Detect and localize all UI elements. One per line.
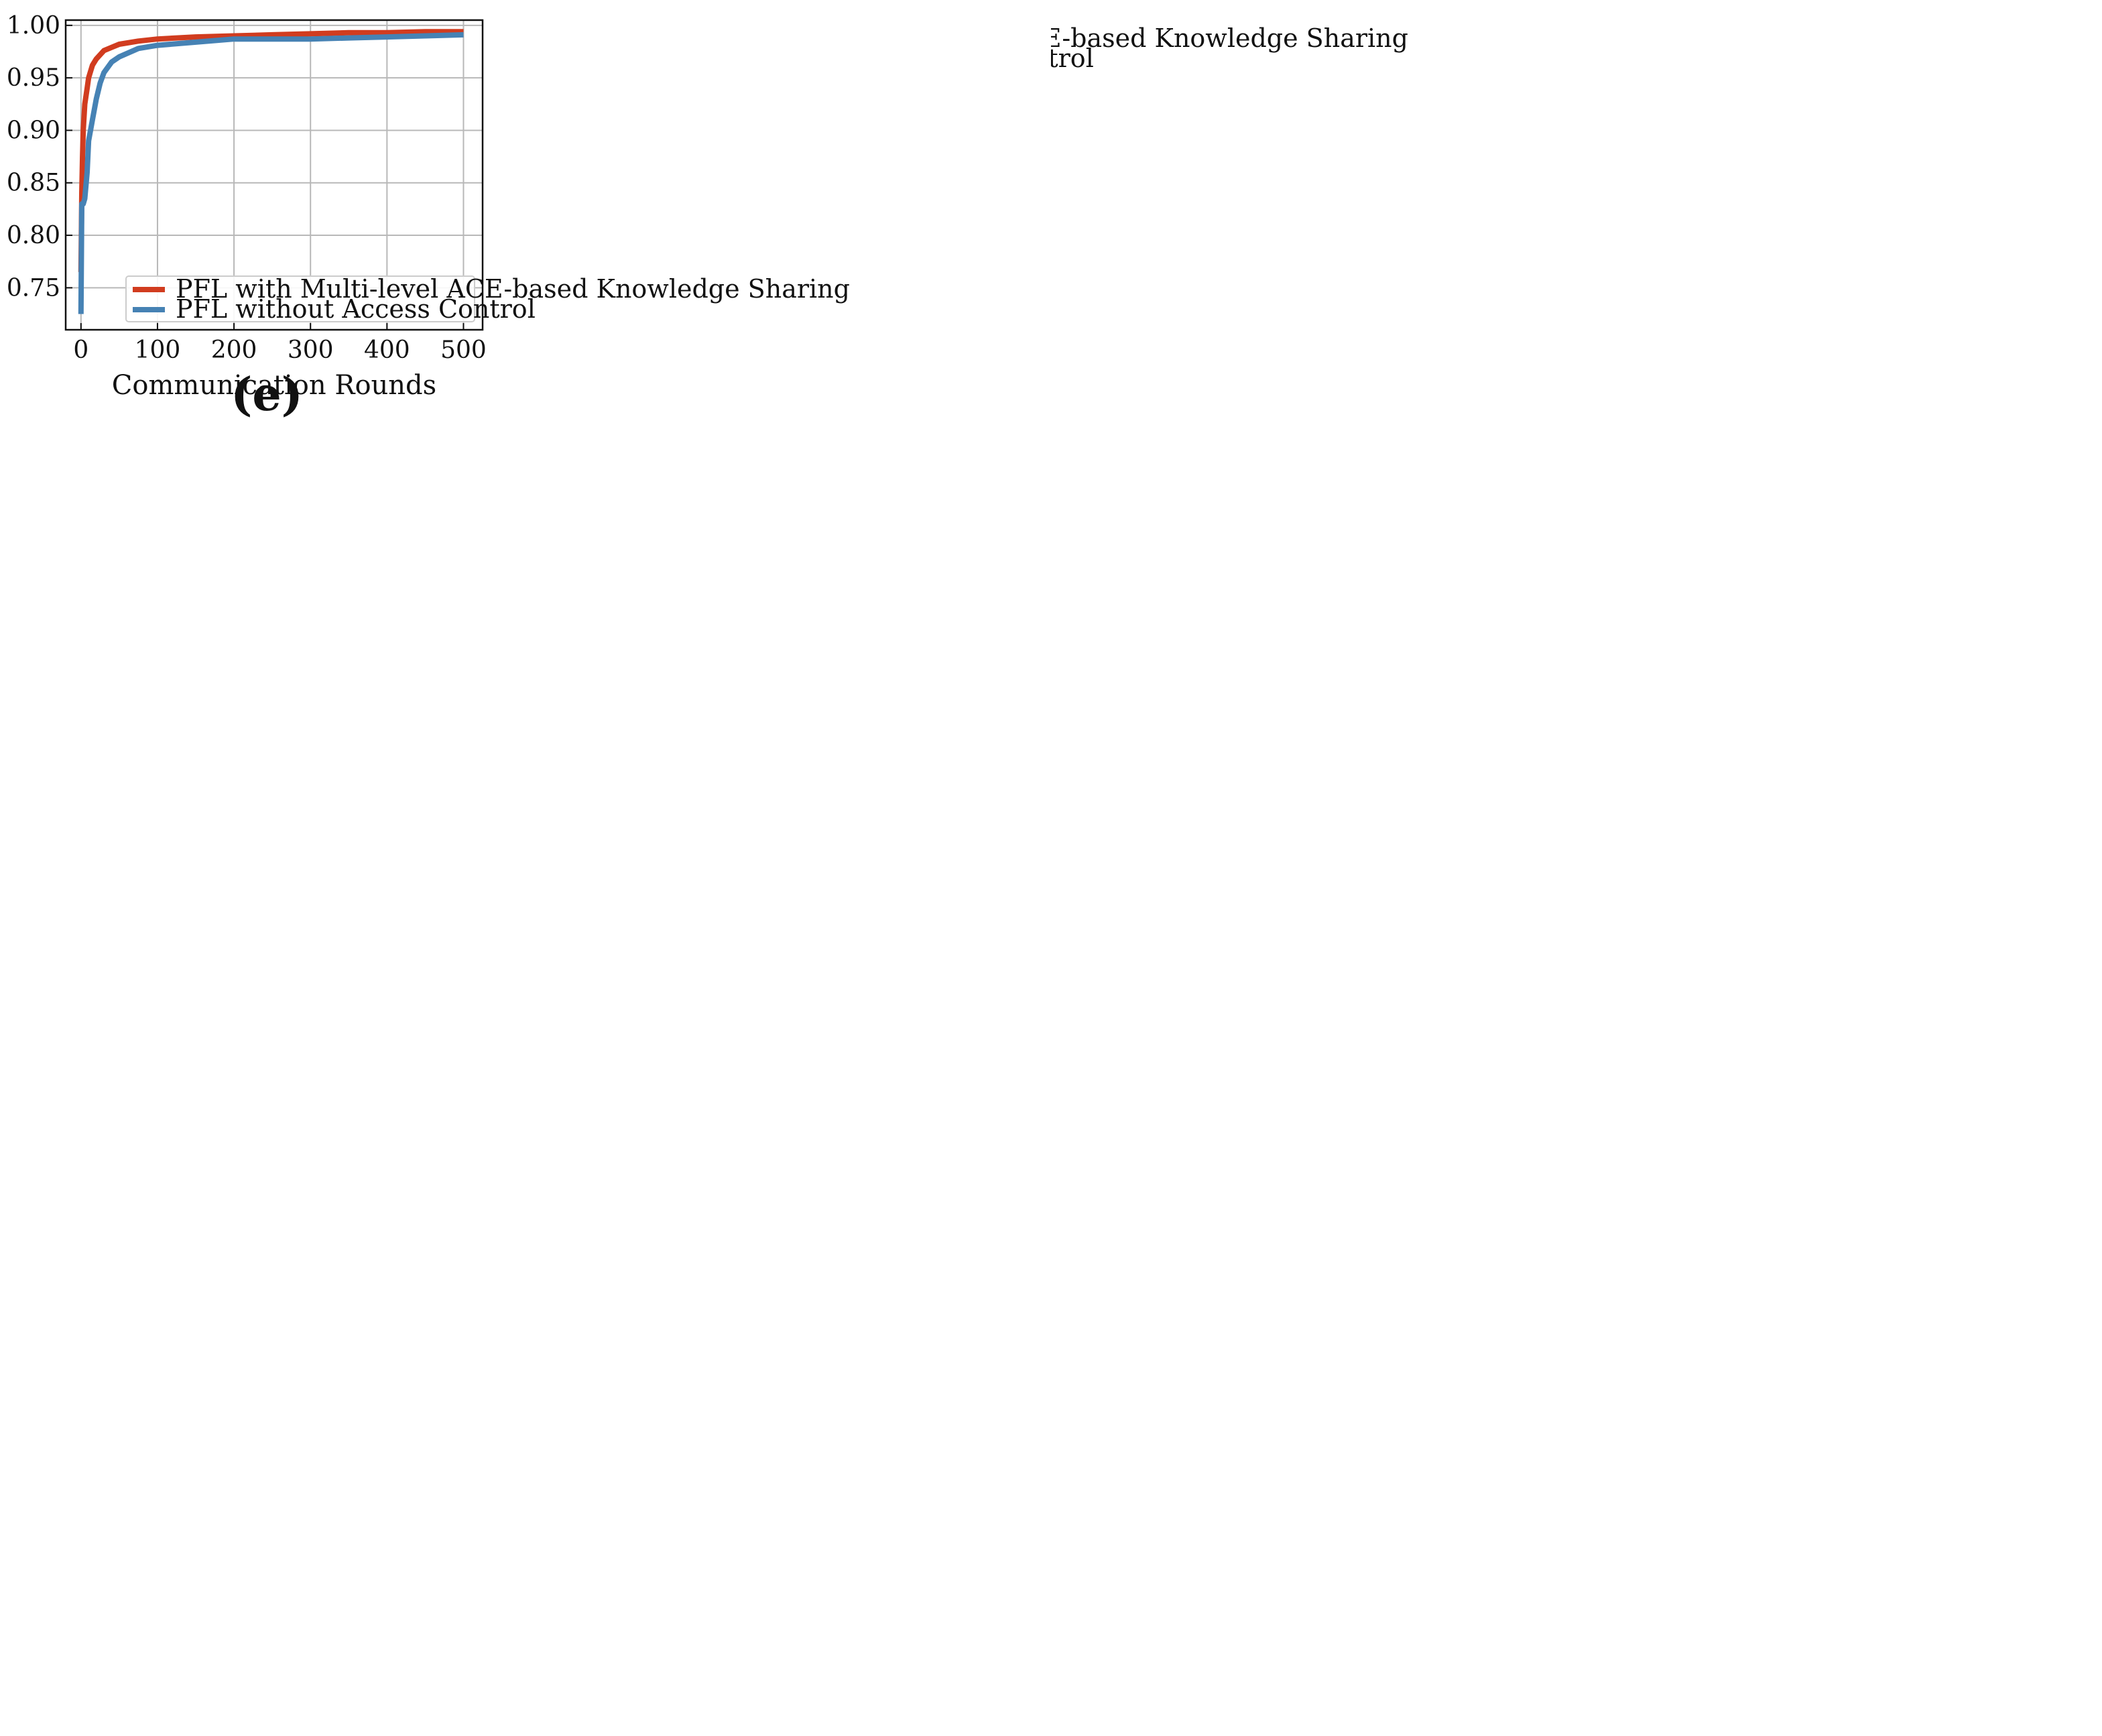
chart-panel-f: 01002003004005000.00.20.40.60.8Communica… [1051, 0, 2102, 868]
y-tick-label: 0.95 [7, 64, 60, 92]
x-tick-label: 300 [288, 336, 334, 364]
x-tick-label: 200 [211, 336, 257, 364]
y-tick-label: 0.90 [7, 117, 60, 144]
y-tick-label: 0.80 [7, 222, 60, 249]
chart-panel-e: 0 100 200 300 400 500 0.75 0.80 0.85 0.90 0.95 1.00… [0, 0, 1051, 868]
legend-label: PFL without Access Control [176, 294, 536, 324]
x-axis-label: Communication Rounds [112, 370, 436, 401]
series-line-ace-sharing [78, 29, 464, 272]
panel-caption: (e) [231, 368, 303, 422]
legend-label: PFL with Multi-level ACE-based Knowledge… [176, 274, 850, 304]
chart-panel-g: 01002003004005000.7000.7250.7500.7750.80… [0, 868, 1051, 1736]
x-tick-label: 400 [364, 336, 410, 364]
plot-frame [64, 19, 484, 331]
x-tick-label: 100 [135, 336, 181, 364]
chart-panel-h: 01002003004005000.250.500.751.001.251.50… [1051, 868, 2102, 1736]
legend-label: PFL without Access Control [1051, 44, 1094, 73]
chart-f-svg: 01002003004005000.00.20.40.60.8Communica… [1051, 23, 1408, 73]
legend: PFL with Multi-level ACE-based Knowledge… [125, 274, 850, 324]
chart-h-svg: 01002003004005000.250.500.751.001.251.50… [1051, 868, 2102, 1736]
legend: PFL with Multi-level ACE-based Knowledge… [1051, 23, 1408, 73]
x-tick-label: 0 [73, 336, 88, 364]
y-tick-label: 1.00 [7, 12, 60, 40]
x-tick-label: 500 [440, 336, 487, 364]
chart-e-svg: 0 100 200 300 400 500 0.75 0.80 0.85 0.90 0.95 1.00… [7, 12, 850, 422]
legend-box [125, 275, 475, 322]
chart-g-svg: 01002003004005000.7000.7250.7500.7750.80… [0, 868, 1051, 1736]
series-line-no-access-control [78, 32, 464, 314]
legend-label: PFL with Multi-level ACE-based Knowledge… [1051, 23, 1408, 53]
y-tick-label: 0.75 [7, 274, 60, 302]
y-tick-label: 0.85 [7, 170, 60, 197]
